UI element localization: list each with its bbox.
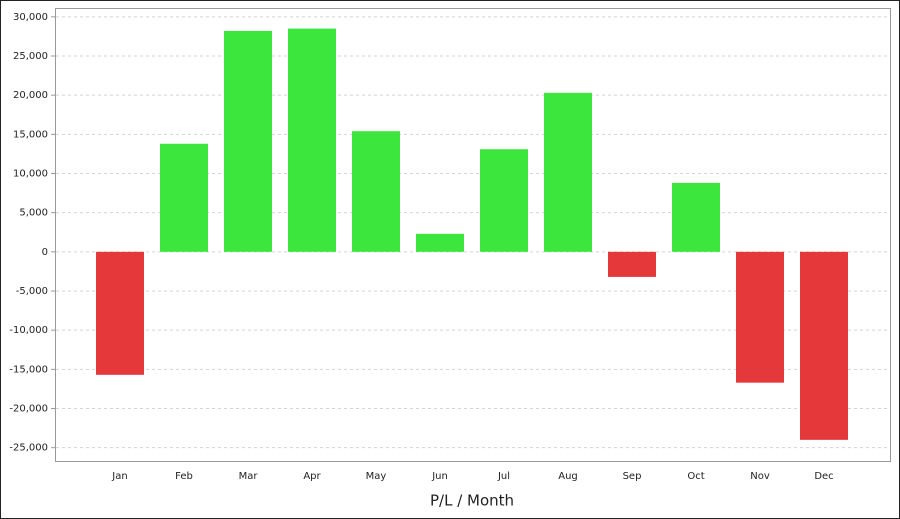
bar [160,143,208,252]
y-tick-label: -20,000 [9,404,48,415]
bar [480,149,528,252]
bar [352,131,400,252]
x-tick-label: Mar [239,471,259,482]
y-tick-label: -25,000 [9,443,48,454]
bar [672,182,720,252]
y-tick-label: 5,000 [19,208,48,219]
y-tick-label: 20,000 [13,90,48,101]
bar [544,92,592,252]
bar [416,233,464,252]
x-axis-title: P/L / Month [430,492,514,510]
x-tick-label: Aug [558,471,578,482]
y-tick-label: -5,000 [16,286,48,297]
x-tick-label: Jul [497,471,510,482]
x-tick-label: May [366,471,387,482]
y-tick-label: -15,000 [9,364,48,375]
bar [736,251,784,383]
bar [224,30,272,252]
bar [96,251,144,375]
x-tick-label: Jan [111,471,127,482]
bar [608,251,656,277]
x-tick-label: Sep [623,471,642,482]
bar [800,251,848,440]
y-tick-label: 30,000 [13,12,48,23]
x-tick-label: Oct [687,471,704,482]
y-tick-label: 0 [42,247,48,258]
x-tick-label: Apr [303,471,321,482]
y-tick-label: 15,000 [13,129,48,140]
x-tick-label: Jun [431,471,448,482]
bar [288,28,336,252]
y-tick-label: -10,000 [9,325,48,336]
x-tick-label: Dec [814,471,833,482]
y-tick-label: 10,000 [13,169,48,180]
x-tick-label: Feb [175,471,193,482]
x-tick-label: Nov [750,471,770,482]
y-tick-label: 25,000 [13,51,48,62]
